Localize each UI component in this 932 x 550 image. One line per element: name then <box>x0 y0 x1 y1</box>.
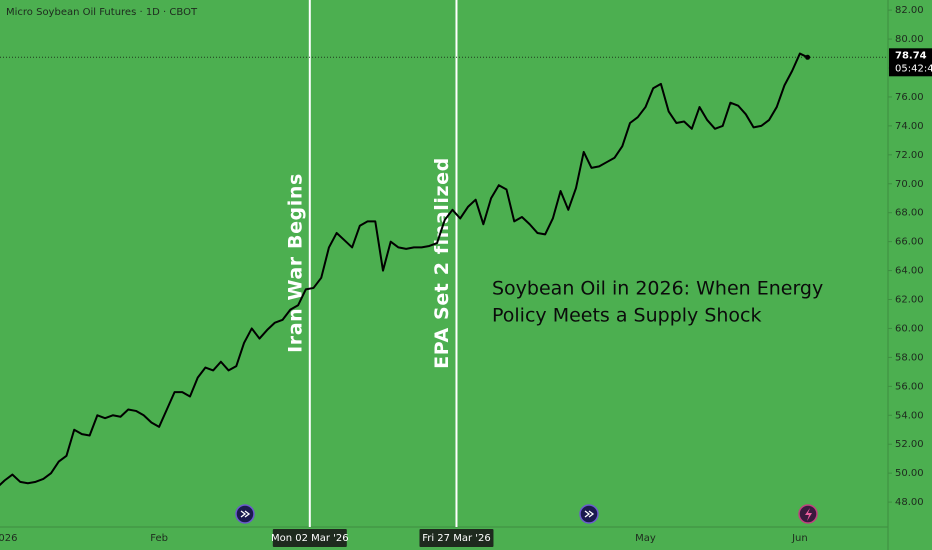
event-icon <box>235 504 255 524</box>
y-tick-label: 52.00 <box>895 439 924 450</box>
plot <box>0 52 811 487</box>
y-tick-label: 58.00 <box>895 352 924 363</box>
y-tick-label: 68.00 <box>895 208 924 219</box>
y-tick-label: 62.00 <box>895 295 924 306</box>
y-tick-label: 72.00 <box>895 150 924 161</box>
y-tick-label: 56.00 <box>895 381 924 392</box>
event-label: EPA Set 2 finalized <box>431 157 453 369</box>
x-tick-label: Feb <box>150 533 168 544</box>
y-tick-label: 64.00 <box>895 266 924 277</box>
x-tick-label: 2026 <box>0 533 17 544</box>
y-tick-label: 60.00 <box>895 323 924 334</box>
y-tick-label: 76.00 <box>895 92 924 103</box>
event-icon <box>798 504 818 524</box>
y-tick-label: 48.00 <box>895 497 924 508</box>
annotation: Policy Meets a Supply Shock <box>492 305 762 327</box>
x-tick-label: Fri 27 Mar '26 <box>422 533 491 544</box>
x-tick-highlight <box>272 529 347 547</box>
x-tick-label: Mon 02 Mar '26 <box>271 533 349 544</box>
x-tick-highlight <box>419 529 494 547</box>
chart-title: Micro Soybean Oil Futures · 1D · CBOT <box>6 7 198 18</box>
x-tick-label: May <box>635 533 656 544</box>
event-icon <box>579 504 599 524</box>
y-tick-label: 50.00 <box>895 468 924 479</box>
event-label: Iran War Begins <box>284 173 306 353</box>
y-tick-label: 66.00 <box>895 237 924 248</box>
y-tick-label: 74.00 <box>895 121 924 132</box>
countdown: 05:42:43 <box>895 63 932 74</box>
last-point <box>805 54 811 60</box>
y-tick-label: 82.00 <box>895 5 924 16</box>
price-line <box>0 52 809 487</box>
x-tick-label: Jun <box>791 533 808 544</box>
y-tick-label: 70.00 <box>895 179 924 190</box>
price-label: 78.74 <box>895 50 927 61</box>
y-tick-label: 54.00 <box>895 410 924 421</box>
y-tick-label: 80.00 <box>895 34 924 45</box>
annotation: Soybean Oil in 2026: When Energy <box>492 278 823 300</box>
event-layer: Iran War Begins EPA Set 2 finalized <box>0 0 888 527</box>
price-box <box>889 48 932 77</box>
